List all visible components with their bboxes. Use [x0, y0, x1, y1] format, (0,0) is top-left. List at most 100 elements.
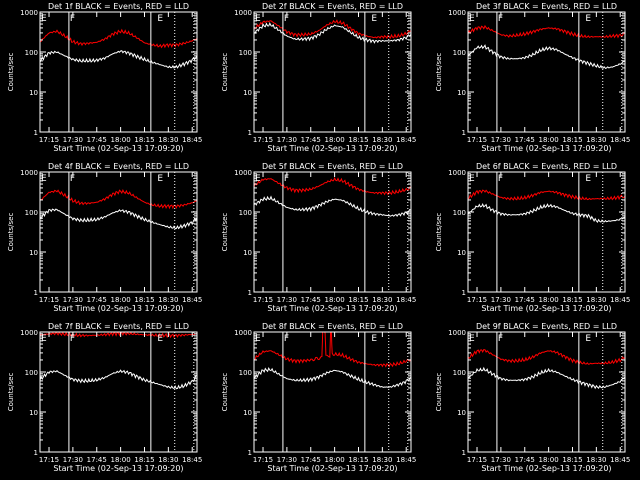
x-tick-label: 18:00 [325, 456, 345, 464]
x-tick-label: 18:45 [182, 456, 202, 464]
orbit-marker-label: E [371, 174, 377, 184]
orbit-marker-label: E [157, 174, 163, 184]
x-tick-label: 17:15 [39, 296, 59, 304]
x-tick-label: 17:30 [277, 456, 297, 464]
y-tick-label: 10 [243, 249, 252, 257]
series-line-lld [468, 24, 625, 39]
plot-frame [253, 331, 412, 453]
x-tick-label: 18:30 [372, 296, 392, 304]
x-tick-label: 18:45 [182, 296, 202, 304]
x-tick-label: 18:45 [610, 456, 630, 464]
y-tick-label: 10 [457, 89, 466, 97]
x-tick-label: 18:00 [111, 296, 131, 304]
x-tick-label: 17:30 [63, 136, 83, 144]
y-tick-label: 10 [29, 89, 38, 97]
series-line-events [468, 366, 625, 390]
x-axis-label: Start Time (02-Sep-13 17:09:20) [481, 144, 611, 153]
x-tick-label: 17:45 [87, 136, 107, 144]
y-tick-label: 1000 [234, 9, 252, 17]
orbit-marker-label: E [371, 334, 377, 344]
series-line-lld [40, 189, 197, 210]
orbit-marker-label: F [284, 334, 289, 344]
series-line-events [40, 208, 197, 230]
orbit-marker-label: E [585, 174, 591, 184]
y-tick-label: 1 [462, 129, 466, 137]
x-tick-label: 17:15 [253, 136, 273, 144]
y-tick-label: 10 [29, 249, 38, 257]
y-tick-label: 1000 [20, 169, 38, 177]
panel-title: Det 2f BLACK = Events, RED = LLD [262, 2, 403, 11]
series-line-events [254, 367, 411, 388]
y-axis-label: Counts/sec [221, 373, 229, 412]
y-tick-label: 100 [239, 369, 252, 377]
y-tick-label: 100 [453, 49, 466, 57]
y-tick-label: 1 [462, 449, 466, 457]
panel-title: Det 5f BLACK = Events, RED = LLD [262, 162, 403, 171]
x-tick-label: 18:30 [158, 136, 178, 144]
y-tick-label: 1 [248, 289, 252, 297]
orbit-marker-label: F [70, 14, 75, 24]
y-axis-label: Counts/sec [7, 53, 15, 92]
x-axis-label: Start Time (02-Sep-13 17:09:20) [481, 304, 611, 313]
x-tick-label: 17:15 [467, 136, 487, 144]
series-line-lld [468, 189, 625, 201]
panel-title: Det 4f BLACK = Events, RED = LLD [48, 162, 189, 171]
y-axis-label: Counts/sec [221, 213, 229, 252]
x-axis-label: Start Time (02-Sep-13 17:09:20) [481, 464, 611, 473]
orbit-marker-label: F [70, 334, 75, 344]
orbit-marker-label: E [41, 334, 47, 344]
x-tick-label: 18:00 [111, 456, 131, 464]
x-tick-label: 17:45 [515, 296, 535, 304]
x-tick-label: 18:30 [586, 456, 606, 464]
orbit-marker-label: E [157, 334, 163, 344]
series-line-lld [40, 332, 197, 339]
orbit-marker-label: E [255, 174, 261, 184]
plot-frame [253, 11, 412, 133]
x-tick-label: 17:15 [39, 136, 59, 144]
series-line-lld [254, 332, 411, 368]
plot-frame [467, 11, 626, 133]
orbit-marker-label: F [284, 14, 289, 24]
plot-frame [39, 11, 198, 133]
x-tick-label: 18:15 [134, 136, 154, 144]
y-tick-label: 1000 [448, 9, 466, 17]
y-tick-label: 10 [243, 409, 252, 417]
x-tick-label: 18:00 [111, 136, 131, 144]
y-tick-label: 100 [453, 209, 466, 217]
x-tick-label: 18:30 [586, 296, 606, 304]
y-tick-label: 100 [239, 49, 252, 57]
x-tick-label: 17:30 [63, 296, 83, 304]
plot-frame [253, 171, 412, 293]
series-line-events [468, 203, 625, 223]
orbit-marker-label: E [255, 14, 261, 24]
y-tick-label: 1000 [448, 169, 466, 177]
x-tick-label: 18:45 [396, 136, 416, 144]
y-tick-label: 10 [457, 249, 466, 257]
y-tick-label: 1 [34, 289, 38, 297]
x-tick-label: 17:15 [253, 456, 273, 464]
y-tick-label: 1000 [448, 329, 466, 337]
plot-frame [467, 171, 626, 293]
x-tick-label: 18:15 [348, 456, 368, 464]
plot-frame [39, 331, 198, 453]
y-tick-label: 10 [29, 409, 38, 417]
x-tick-label: 17:45 [301, 456, 321, 464]
x-tick-label: 18:30 [586, 136, 606, 144]
x-tick-label: 18:15 [562, 296, 582, 304]
series-line-events [254, 21, 411, 44]
y-tick-label: 100 [239, 209, 252, 217]
x-tick-label: 18:30 [158, 456, 178, 464]
x-axis-label: Start Time (02-Sep-13 17:09:20) [267, 144, 397, 153]
x-axis-label: Start Time (02-Sep-13 17:09:20) [53, 304, 183, 313]
x-tick-label: 18:00 [325, 296, 345, 304]
panel-title: Det 6f BLACK = Events, RED = LLD [476, 162, 617, 171]
series-line-lld [468, 349, 625, 365]
series-line-lld [40, 28, 197, 49]
x-tick-label: 17:45 [87, 296, 107, 304]
x-tick-label: 18:00 [539, 456, 559, 464]
x-tick-label: 18:15 [134, 296, 154, 304]
